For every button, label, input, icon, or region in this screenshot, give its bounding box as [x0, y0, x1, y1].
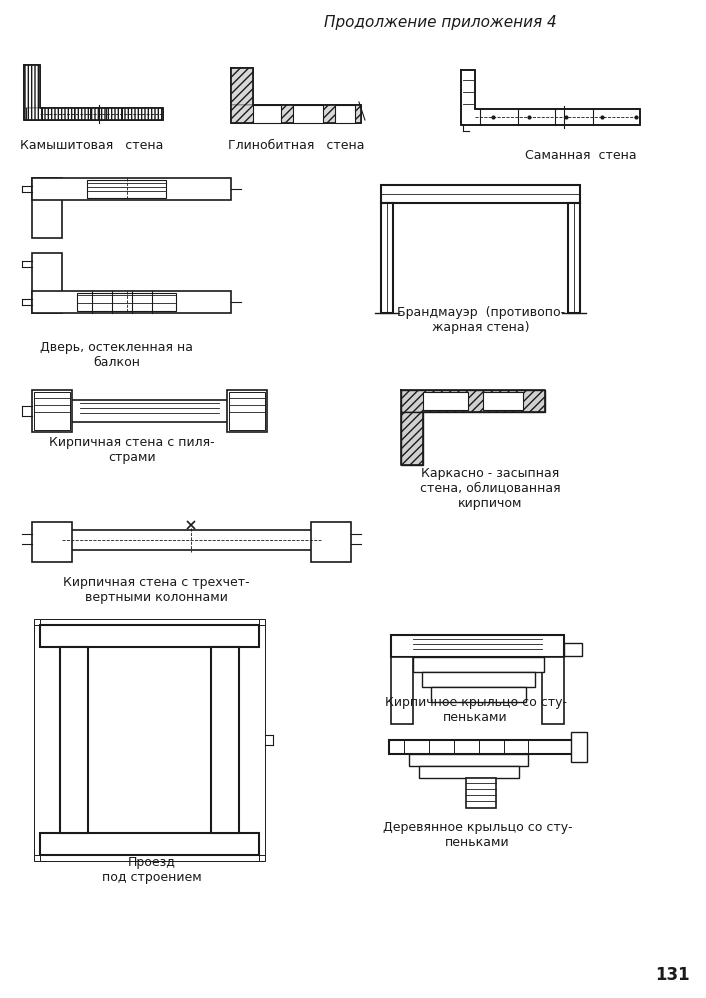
Text: Кирпичная стена с трехчет-
вертными колоннами: Кирпичная стена с трехчет- вертными коло… — [64, 576, 250, 604]
Bar — [32, 522, 72, 562]
Bar — [409, 754, 529, 766]
Bar — [211, 647, 239, 833]
Bar — [381, 203, 393, 313]
Bar — [401, 412, 423, 465]
Text: Каркасно - засыпная
стена, облицованная
кирпичом: Каркасно - засыпная стена, облицованная … — [420, 466, 561, 510]
Bar — [87, 180, 167, 198]
Bar — [311, 522, 351, 562]
Bar — [77, 293, 176, 311]
Bar — [389, 740, 573, 754]
Text: Кирпичная стена с пиля-
страми: Кирпичная стена с пиля- страми — [49, 436, 215, 464]
Bar — [391, 657, 413, 724]
Bar — [232, 105, 361, 123]
Bar — [335, 105, 355, 123]
Text: 131: 131 — [654, 966, 689, 984]
Text: Камышитовая   стена: Камышитовая стена — [20, 139, 163, 152]
Polygon shape — [461, 70, 640, 125]
Bar — [24, 108, 164, 120]
Text: Брандмауэр  (противопо-
жарная стена): Брандмауэр (противопо- жарная стена) — [397, 306, 565, 334]
Polygon shape — [24, 65, 164, 120]
Bar — [229, 392, 265, 430]
Bar — [401, 390, 546, 412]
Bar — [61, 530, 321, 550]
Text: Проезд
под строением: Проезд под строением — [102, 856, 201, 884]
Bar — [391, 635, 564, 657]
Polygon shape — [232, 68, 361, 123]
Bar — [419, 766, 518, 778]
Text: Глинобитная   стена: Глинобитная стена — [228, 139, 364, 152]
Bar — [50, 400, 249, 422]
Bar — [227, 390, 267, 432]
Bar — [568, 203, 580, 313]
Bar — [40, 833, 259, 855]
Text: Продолжение приложения 4: Продолжение приложения 4 — [324, 15, 557, 30]
Text: Деревянное крыльцо со сту-
пеньками: Деревянное крыльцо со сту- пеньками — [383, 821, 573, 849]
Bar — [32, 390, 72, 432]
Bar — [431, 687, 527, 702]
Bar — [232, 68, 253, 105]
Bar — [34, 392, 70, 430]
Bar — [293, 105, 323, 123]
Bar — [466, 778, 496, 808]
Bar — [32, 291, 232, 313]
Bar — [421, 672, 535, 687]
Text: Саманная  стена: Саманная стена — [525, 149, 636, 162]
Bar — [413, 657, 544, 672]
Bar — [24, 65, 40, 108]
Bar — [32, 178, 232, 200]
Bar — [32, 178, 61, 238]
Bar — [483, 392, 522, 410]
Bar — [34, 619, 265, 861]
Bar — [32, 253, 61, 313]
Bar — [571, 732, 587, 762]
Text: Дверь, остекленная на
балкон: Дверь, остекленная на балкон — [40, 341, 193, 369]
Text: Кирпичное крыльцо со сту-
пеньками: Кирпичное крыльцо со сту- пеньками — [385, 696, 567, 724]
Bar — [564, 643, 582, 656]
Bar — [381, 185, 580, 203]
Bar — [60, 647, 88, 833]
Bar — [542, 657, 564, 724]
Bar — [40, 625, 259, 647]
Bar — [423, 392, 467, 410]
Bar — [253, 105, 281, 123]
